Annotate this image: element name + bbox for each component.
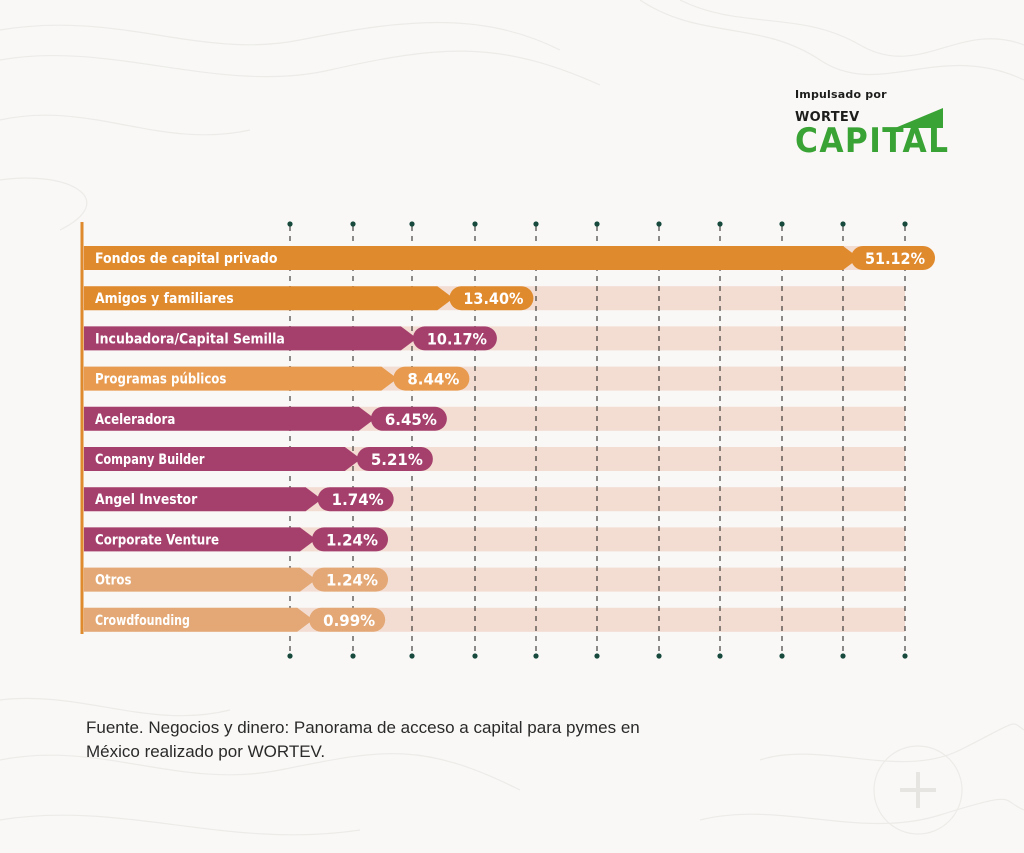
value-pill <box>370 406 447 431</box>
grid-dot-bottom <box>902 653 908 659</box>
grid-dot-top <box>409 221 415 227</box>
grid-dot-top <box>287 221 293 227</box>
grid-dot-top <box>902 221 908 227</box>
grid-dot-bottom <box>840 653 846 659</box>
category-label: Corporate Venture <box>95 532 219 548</box>
category-label: Amigos y familiares <box>95 291 234 307</box>
value-label: 1.74% <box>332 490 384 509</box>
value-label: 5.21% <box>371 450 423 469</box>
value-pill <box>356 447 433 471</box>
grid-dot-bottom <box>594 653 600 659</box>
bar <box>84 607 314 632</box>
bar <box>84 487 322 512</box>
bar <box>84 567 317 592</box>
value-pill <box>317 487 394 512</box>
category-label: Otros <box>95 573 132 589</box>
category-label: Company Builder <box>95 452 205 468</box>
grid-dot-top <box>717 221 723 227</box>
brand-sub: CAPITAL <box>795 121 950 161</box>
value-label: 10.17% <box>427 329 487 348</box>
value-label: 0.99% <box>323 611 375 630</box>
category-label: Crowdfounding <box>95 613 190 629</box>
value-pill <box>309 607 386 632</box>
grid-dot-top <box>350 221 356 227</box>
value-label: 51.12% <box>865 249 925 268</box>
grid-dot-top <box>594 221 600 227</box>
value-pill <box>412 326 497 351</box>
grid-dot-bottom <box>472 653 478 659</box>
grid-dot-bottom <box>656 653 662 659</box>
value-pill <box>393 366 470 391</box>
bar <box>84 527 317 552</box>
bar <box>84 246 860 270</box>
source-note: Fuente. Negocios y dinero: Panorama de a… <box>86 718 640 761</box>
brand-mark-icon <box>895 108 943 128</box>
value-pill <box>851 246 936 270</box>
bar <box>84 286 454 311</box>
bar <box>84 366 398 391</box>
bar <box>84 447 361 471</box>
value-pill <box>312 527 389 552</box>
value-pill <box>312 567 389 592</box>
category-label: Incubadora/Capital Semilla <box>95 331 285 347</box>
brand-logo: Impulsado por WORTEV CAPITAL <box>795 88 955 158</box>
grid-dot-top <box>840 221 846 227</box>
brand-tagline: Impulsado por <box>795 88 887 101</box>
bar <box>84 326 417 351</box>
category-label: Fondos de capital privado <box>95 251 278 267</box>
brand-name: WORTEV <box>795 110 860 125</box>
grid-dot-bottom <box>350 653 356 659</box>
grid-dot-top <box>779 221 785 227</box>
category-label: Programas públicos <box>95 372 226 388</box>
value-label: 8.44% <box>407 370 459 389</box>
grid-dot-bottom <box>287 653 293 659</box>
grid-dot-bottom <box>779 653 785 659</box>
value-label: 1.24% <box>326 530 378 549</box>
category-label: Aceleradora <box>95 412 175 428</box>
value-label: 1.24% <box>326 571 378 590</box>
grid-dot-bottom <box>717 653 723 659</box>
value-label: 6.45% <box>385 410 437 429</box>
value-label: 13.40% <box>463 289 523 308</box>
bar <box>84 406 375 431</box>
category-label: Angel Investor <box>95 492 198 508</box>
grid-dot-bottom <box>533 653 539 659</box>
grid-dot-bottom <box>409 653 415 659</box>
grid-dot-top <box>533 221 539 227</box>
grid-dot-top <box>656 221 662 227</box>
value-pill <box>449 286 534 311</box>
grid-dot-top <box>472 221 478 227</box>
